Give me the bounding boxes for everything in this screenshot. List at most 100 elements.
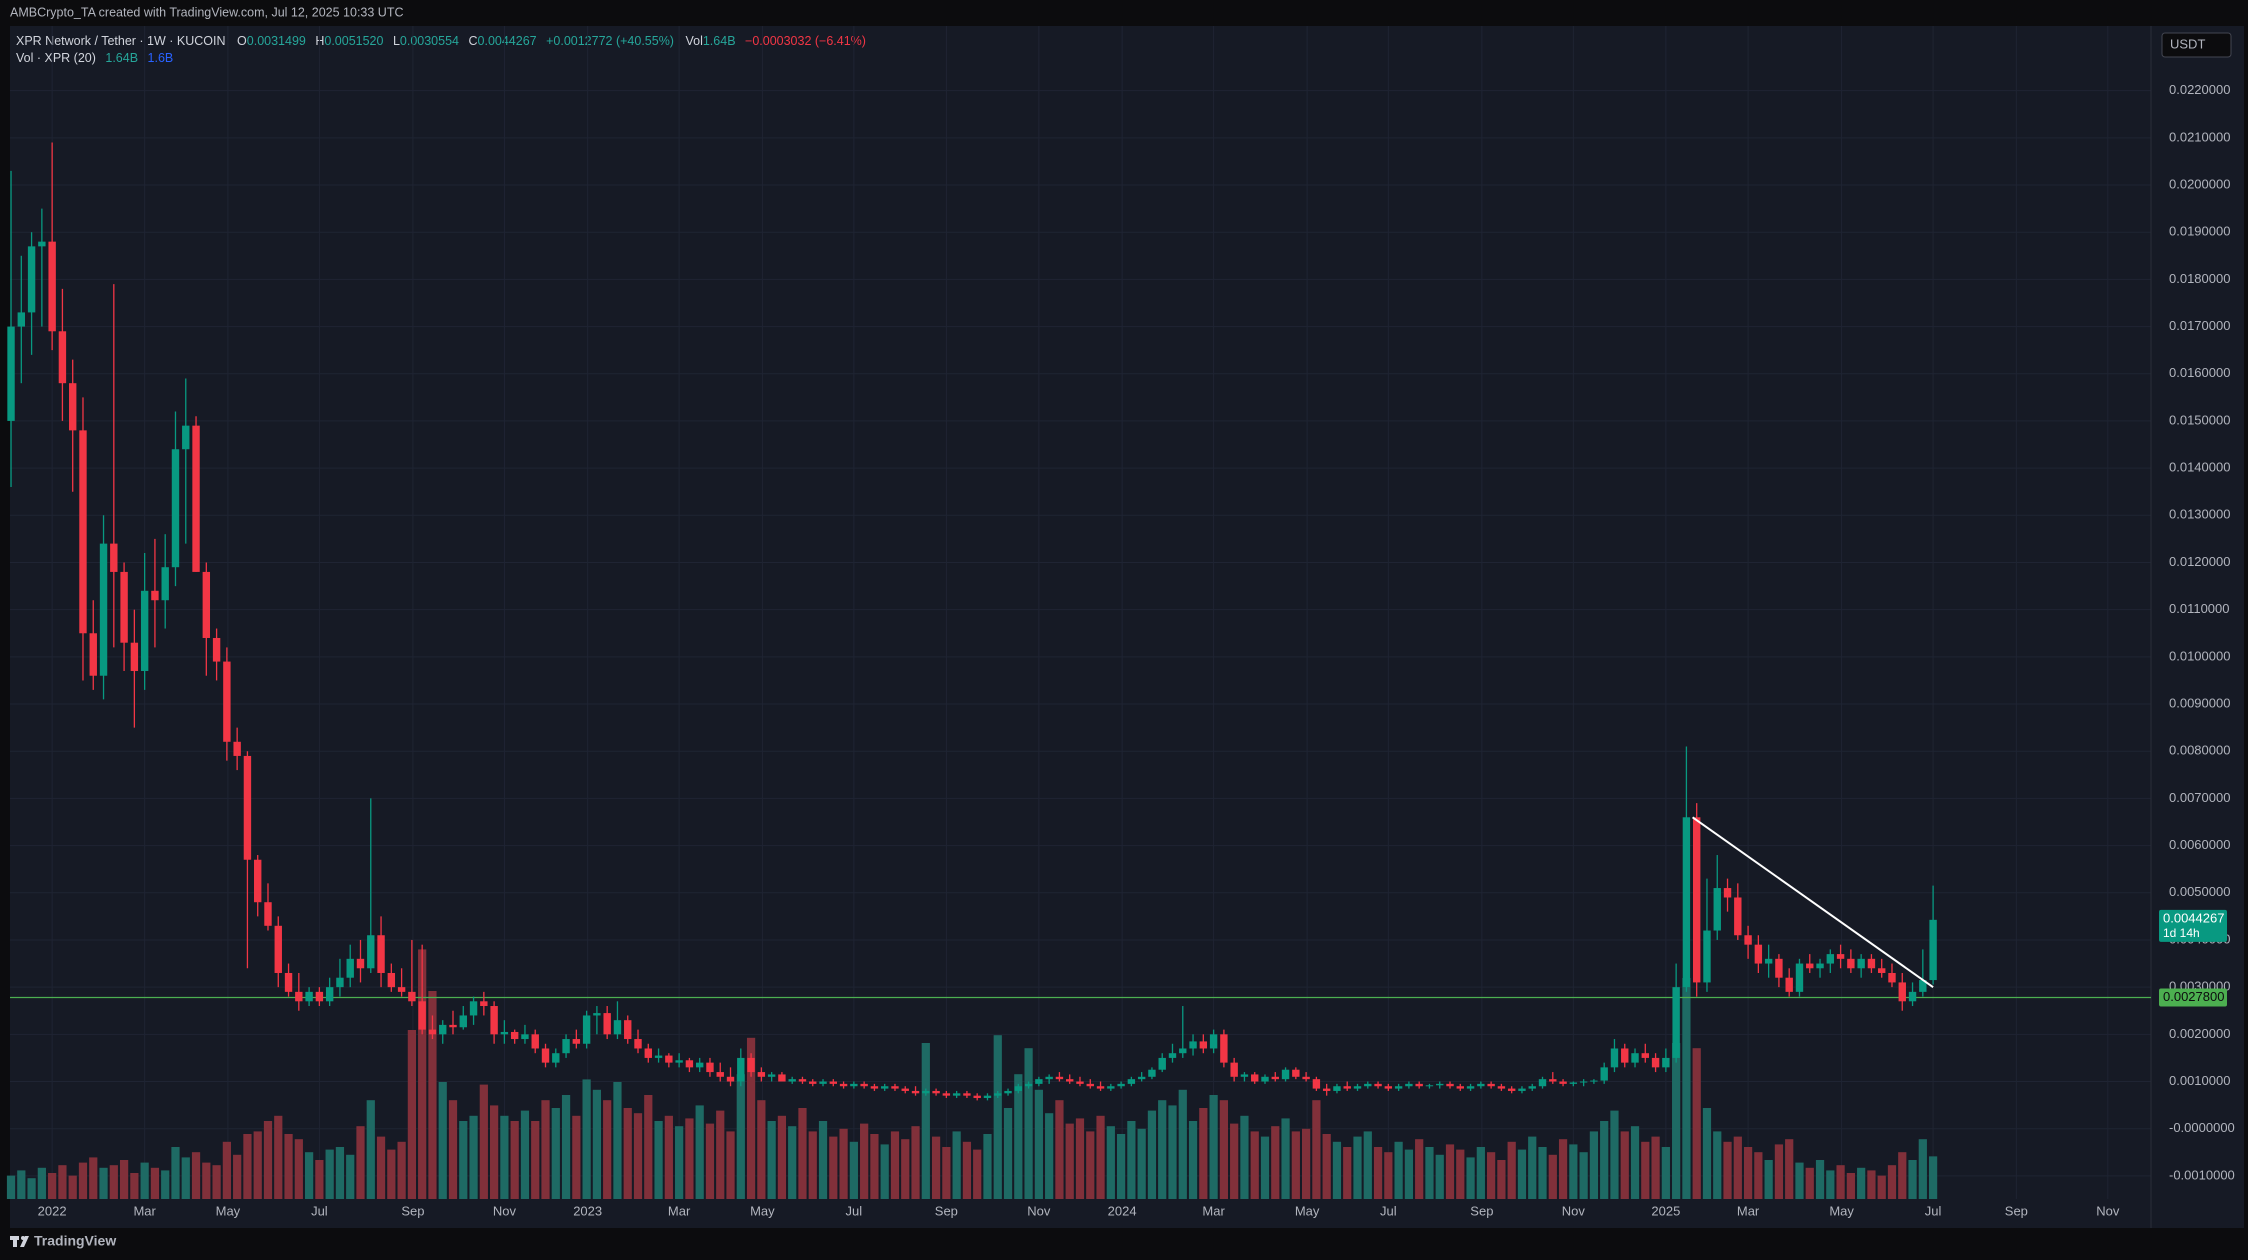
candle-body [1477,1083,1485,1087]
indicator: Vol · XPR (20) [16,51,96,65]
candle-body [706,1062,714,1073]
candle-body [572,1039,581,1044]
candle-body [1271,1076,1279,1080]
candle-body [1415,1083,1423,1087]
candle-body [439,1024,447,1035]
volume-bar [1466,1157,1475,1199]
volume-bar [1302,1128,1311,1199]
candle-body [243,755,252,860]
candle-body [1189,1041,1197,1049]
y-tick-label: 0.0120000 [2169,554,2230,569]
volume-bar [335,1147,345,1199]
y-tick-label: 0.0010000 [2169,1073,2230,1088]
volume-bar [1209,1095,1218,1199]
candle-body [798,1079,807,1082]
volume-bar [1497,1160,1506,1199]
candle-body [942,1093,951,1096]
candle-body [1497,1086,1506,1089]
volume-bar [1815,1160,1825,1199]
candle-body [480,1001,488,1007]
candle-body [490,1006,498,1035]
candle-body [192,425,200,572]
legend-line: XPR Network / Tether · 1W · KUCOIN O0.00… [16,34,866,48]
candle-body [788,1079,796,1082]
x-tick-label: Sep [1470,1203,1493,1218]
candle-body [1251,1074,1259,1082]
volume-bar [1846,1173,1855,1199]
candle-body [1569,1082,1578,1084]
candle-body [1754,944,1763,964]
volume-bar [1281,1118,1290,1199]
candle-body [747,1057,755,1073]
candle-body [994,1093,1002,1096]
candle-body [500,1031,509,1035]
volume-bar [1271,1126,1280,1199]
candle-body [541,1048,550,1063]
candle-body [161,567,169,601]
credit: AMBCrypto_TA created with TradingView.co… [10,5,403,19]
currency[interactable]: USDT [2170,36,2205,51]
candle-body [1209,1034,1218,1049]
volume-bar [1219,1100,1228,1199]
currency-box[interactable] [2161,32,2232,58]
candle-body [624,1020,632,1040]
volume-bar [1672,1043,1681,1199]
candle-body [819,1081,827,1084]
volume-bar [1168,1105,1177,1199]
candle-body [654,1055,663,1058]
candle-body [233,741,241,756]
ohlc-value: 0.0044267 [478,34,537,48]
candle-body [1374,1083,1382,1087]
x-tick-label: Jul [846,1203,863,1218]
candle-body [1117,1083,1125,1087]
volume-bar [1343,1147,1352,1199]
volume-bar [613,1082,622,1199]
indicator-value: 1.6B [148,51,174,65]
volume-bar [490,1105,499,1199]
candle-body [1220,1034,1228,1063]
candle-body [1888,972,1896,983]
y-tick-label: 0.0150000 [2169,412,2230,427]
candle-body [79,430,87,634]
y-tick-label: 0.0050000 [2169,884,2230,899]
volume-bar [294,1139,303,1199]
candle-body [510,1031,519,1040]
candle-body [1662,1057,1670,1068]
candle-body [952,1093,961,1096]
volume-bar [202,1162,211,1199]
candle-body [295,991,303,1002]
candle-body [1538,1079,1547,1087]
volume-bar [921,1043,930,1199]
candle-body [346,958,354,978]
x-tick-label: Jul [1380,1203,1397,1218]
y-tick-label: -0.0010000 [2169,1167,2235,1182]
volume-bar [366,1100,375,1199]
volume-bar [171,1147,180,1199]
candle-body [1179,1048,1187,1054]
candle-body [459,1015,467,1028]
y-tick-label: 0.0060000 [2169,837,2230,852]
candle-body [1816,963,1824,969]
candle-body [254,859,262,903]
candle-body [1507,1088,1516,1091]
volume-bar [1764,1160,1773,1199]
volume-bar [1476,1147,1485,1199]
x-tick-label: May [216,1203,241,1218]
candle-body [274,925,282,973]
volume-bar [233,1154,242,1199]
volume-bar [89,1157,98,1199]
volume-bar [1075,1118,1085,1199]
x-tick-label: Sep [935,1203,958,1218]
candle-body [1919,980,1927,992]
volume-bar [705,1123,715,1199]
candle-body [675,1060,683,1063]
volume-bar [500,1115,509,1199]
candle-body [973,1095,981,1099]
candle-body [1878,968,1886,973]
x-tick-label: Mar [668,1203,691,1218]
candle-body [531,1034,539,1049]
volume-bar [274,1115,283,1199]
volume-bar [880,1144,889,1199]
volume-bar [407,1030,416,1199]
